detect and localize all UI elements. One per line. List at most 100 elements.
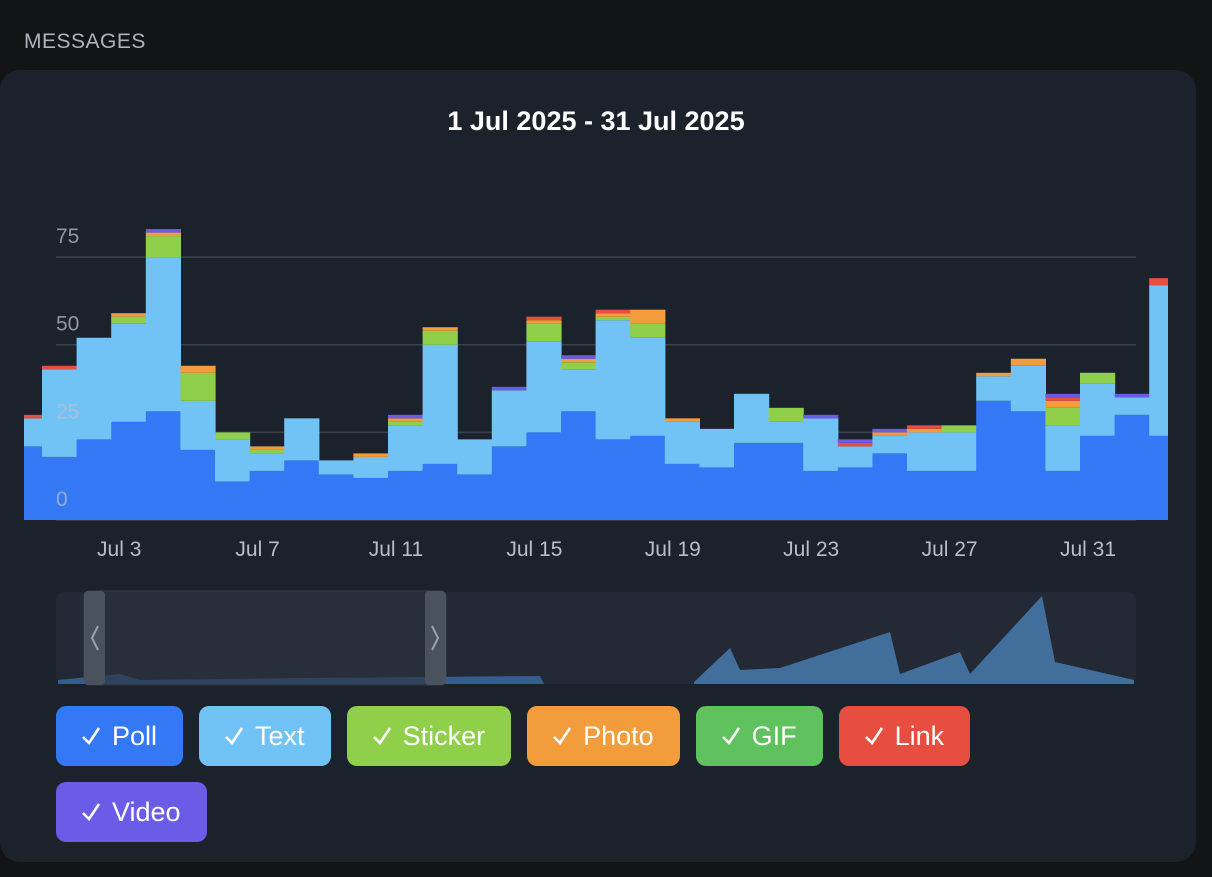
bar-segment	[699, 467, 735, 520]
bar-segment	[24, 446, 43, 520]
bar-segment	[941, 470, 977, 520]
bar-segment	[561, 358, 597, 363]
bar-segment	[491, 386, 527, 391]
bar-segment	[145, 232, 181, 237]
y-tick-label: 25	[56, 400, 79, 423]
legend-toggle[interactable]: Video	[56, 782, 207, 842]
bar-segment	[353, 453, 389, 457]
bar-segment	[1149, 278, 1168, 286]
bar-segment	[1114, 393, 1150, 398]
chart-title: 1 Jul 2025 - 31 Jul 2025	[447, 106, 744, 136]
bar-segment	[976, 372, 1012, 377]
bar-segment	[388, 425, 424, 471]
bar-segment	[1010, 411, 1046, 520]
bar-segment	[595, 316, 631, 321]
legend-label: Poll	[112, 720, 158, 751]
bar-segment	[561, 355, 597, 359]
legend-toggle[interactable]: GIF	[695, 706, 823, 766]
bar-segment	[180, 365, 216, 373]
legend-toggle[interactable]: Text	[199, 706, 331, 766]
bar-segment	[388, 418, 424, 422]
section-title: MESSAGES	[24, 30, 146, 53]
bar-segment	[664, 463, 700, 520]
bar-segment	[837, 439, 873, 443]
bar-segment	[872, 453, 908, 520]
bar-segment	[145, 229, 181, 233]
bar-segment	[803, 470, 839, 520]
legend: Poll Text Sticker Photo GIF Link Video	[56, 706, 1056, 842]
legend-label: Video	[112, 796, 181, 827]
bar-segment	[630, 435, 666, 520]
bar-segment	[768, 407, 804, 422]
bar-segment	[595, 309, 631, 314]
legend-label: Sticker	[402, 720, 486, 751]
navigator-handle[interactable]	[84, 591, 105, 685]
bar-segment	[561, 362, 597, 370]
bar-segment	[1045, 470, 1081, 520]
legend-toggle[interactable]: Sticker	[346, 706, 512, 766]
bar-segment	[318, 474, 354, 520]
bar-segment	[664, 418, 700, 422]
bar-segment	[768, 442, 804, 520]
bar-segment	[734, 442, 770, 520]
check	[721, 727, 740, 746]
bar-segment	[353, 477, 389, 520]
bar-segment	[907, 432, 943, 471]
bar-segment	[353, 456, 389, 478]
handle-arrow	[90, 625, 99, 651]
bar-segment	[664, 421, 700, 464]
legend-label: GIF	[751, 720, 797, 751]
bar-segment	[76, 439, 112, 520]
navigator-handle[interactable]	[425, 591, 446, 685]
bar-segment	[145, 411, 181, 520]
bar-segment	[388, 421, 424, 426]
bar-segment	[561, 369, 597, 412]
chart-card: 1 Jul 2025 - 31 Jul 2025 0 25 50 75 Jul 3 Jul…	[0, 70, 1196, 862]
bar-segment	[145, 257, 181, 412]
check-icon	[82, 727, 101, 746]
bar-segment	[1045, 393, 1081, 398]
check-icon	[372, 727, 391, 746]
bar-segment	[180, 449, 216, 520]
bar-segment	[111, 316, 147, 324]
y-tick-label: 0	[56, 488, 68, 511]
bar-segment	[837, 446, 873, 468]
bar-segment	[24, 414, 43, 419]
y-tick-label: 50	[56, 313, 79, 336]
bar-segment	[422, 327, 458, 331]
bar-segment	[180, 372, 216, 401]
bar-segment	[111, 421, 147, 520]
bar-segment	[249, 449, 285, 454]
legend-toggle[interactable]: Poll	[56, 706, 184, 766]
bar-segment	[422, 463, 458, 520]
bar-segment	[941, 432, 977, 471]
bar-segment	[215, 439, 251, 482]
bar-segment	[111, 313, 147, 317]
check-icon	[225, 727, 244, 746]
bar-segment	[1080, 372, 1116, 384]
bar-segment	[284, 460, 320, 520]
navigator-preview	[694, 596, 1134, 684]
legend-toggle[interactable]: Photo	[527, 706, 680, 766]
bar-segment	[1010, 358, 1046, 366]
legend-toggle[interactable]: Link	[838, 706, 971, 766]
bar-segment	[526, 341, 562, 433]
bar-segment	[1149, 285, 1168, 436]
bar-segment	[215, 432, 251, 440]
bar-segment	[215, 481, 251, 520]
check	[864, 727, 883, 746]
check-icon	[82, 803, 101, 822]
bar-segment	[803, 414, 839, 419]
x-tick-label: Jul 7	[235, 538, 279, 561]
bar-segment	[422, 344, 458, 464]
bar-segment	[734, 393, 770, 443]
bar-segment	[388, 414, 424, 419]
bar-segment	[907, 470, 943, 520]
bar-segment	[907, 428, 943, 433]
bar-segment	[491, 446, 527, 520]
navigator-window[interactable]	[83, 590, 447, 686]
bar-segment	[872, 428, 908, 433]
x-tick-label: Jul 31	[1060, 538, 1116, 561]
bar-segment	[491, 390, 527, 447]
